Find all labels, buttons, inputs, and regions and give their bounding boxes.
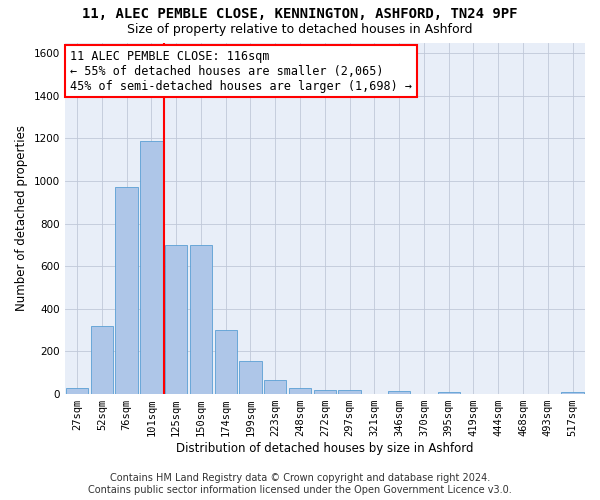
Bar: [66, 388, 88, 394]
Bar: [562, 392, 584, 394]
Bar: [239, 361, 262, 394]
Bar: [338, 390, 361, 394]
Bar: [264, 380, 286, 394]
Text: Contains HM Land Registry data © Crown copyright and database right 2024.
Contai: Contains HM Land Registry data © Crown c…: [88, 474, 512, 495]
X-axis label: Distribution of detached houses by size in Ashford: Distribution of detached houses by size …: [176, 442, 473, 455]
Text: 11 ALEC PEMBLE CLOSE: 116sqm
← 55% of detached houses are smaller (2,065)
45% of: 11 ALEC PEMBLE CLOSE: 116sqm ← 55% of de…: [70, 50, 412, 92]
Bar: [388, 391, 410, 394]
Bar: [437, 392, 460, 394]
Bar: [140, 140, 163, 394]
Bar: [215, 330, 237, 394]
Bar: [91, 326, 113, 394]
Bar: [115, 188, 138, 394]
Y-axis label: Number of detached properties: Number of detached properties: [15, 126, 28, 312]
Bar: [314, 390, 336, 394]
Text: Size of property relative to detached houses in Ashford: Size of property relative to detached ho…: [127, 22, 473, 36]
Bar: [190, 245, 212, 394]
Bar: [289, 388, 311, 394]
Text: 11, ALEC PEMBLE CLOSE, KENNINGTON, ASHFORD, TN24 9PF: 11, ALEC PEMBLE CLOSE, KENNINGTON, ASHFO…: [82, 8, 518, 22]
Bar: [165, 245, 187, 394]
